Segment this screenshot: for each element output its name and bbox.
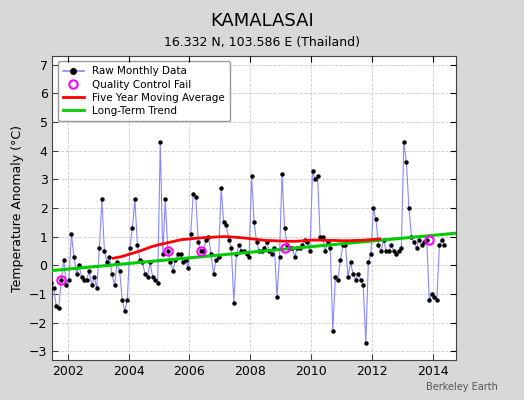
- Legend: Raw Monthly Data, Quality Control Fail, Five Year Moving Average, Long-Term Tren: Raw Monthly Data, Quality Control Fail, …: [58, 61, 230, 121]
- Text: KAMALASAI: KAMALASAI: [210, 12, 314, 30]
- Y-axis label: Temperature Anomaly (°C): Temperature Anomaly (°C): [10, 124, 24, 292]
- Text: Berkeley Earth: Berkeley Earth: [426, 382, 498, 392]
- Text: 16.332 N, 103.586 E (Thailand): 16.332 N, 103.586 E (Thailand): [164, 36, 360, 49]
